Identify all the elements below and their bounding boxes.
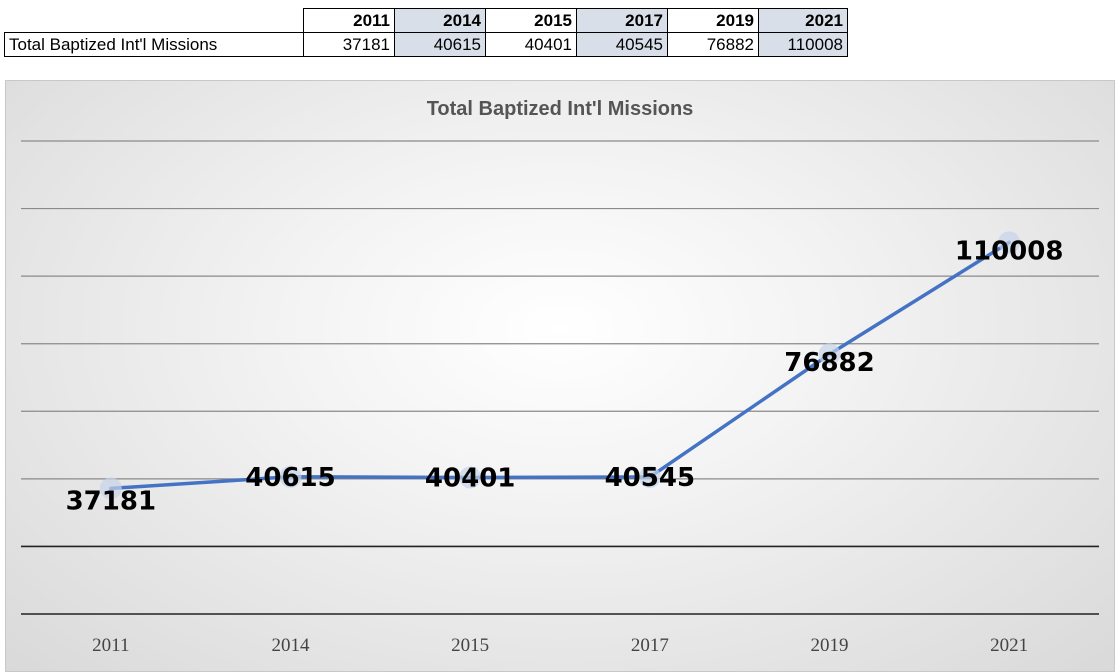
x-tick-label: 2017 [631, 635, 669, 656]
year-header-2014: 2014 [394, 8, 486, 33]
data-point [638, 466, 661, 489]
chart-area: Total Baptized Int'l Missions 2011 2014 20… [5, 80, 1115, 672]
x-tick-label: 2015 [451, 635, 489, 656]
series-line-group [99, 231, 1021, 500]
year-header-2015: 2015 [485, 8, 577, 33]
data-point [459, 466, 482, 489]
x-tick-label: 2011 [92, 635, 129, 656]
table-value-2017: 40545 [576, 32, 668, 57]
table-value-2021: 110008 [758, 32, 848, 57]
series-line [109, 240, 1011, 491]
row-label: Total Baptized Int'l Missions [4, 32, 304, 57]
gridlines [21, 140, 1099, 615]
line-chart: 2011 2014 2015 2017 2019 2021 37181 40615 40401… [21, 140, 1099, 656]
data-label: 110008 [955, 236, 1064, 266]
x-tick-label: 2014 [272, 635, 311, 656]
data-point [998, 231, 1021, 254]
data-label: 40401 [425, 464, 515, 494]
data-label: 76882 [784, 348, 874, 378]
data-label: 37181 [66, 486, 156, 516]
year-header-2017: 2017 [576, 8, 668, 33]
year-header-2021: 2021 [758, 8, 848, 33]
table-value-2019: 76882 [667, 32, 759, 57]
data-label: 40545 [605, 463, 695, 493]
chart-title: Total Baptized Int'l Missions [426, 98, 694, 120]
table-corner-cell [4, 8, 304, 33]
x-axis-tick-labels: 2011 2014 2015 2017 2019 2021 [92, 635, 1028, 656]
x-tick-label: 2021 [990, 635, 1028, 656]
table-value-2015: 40401 [485, 32, 577, 57]
table-header-row: 2011 2014 2015 2017 2019 2021 [4, 8, 848, 33]
data-point [818, 343, 841, 366]
data-table: 2011 2014 2015 2017 2019 2021 Total Bapt… [4, 8, 848, 57]
x-tick-label: 2019 [811, 635, 849, 656]
year-header-2019: 2019 [667, 8, 759, 33]
table-value-2011: 37181 [303, 32, 395, 57]
data-point [99, 477, 122, 500]
data-point [279, 465, 302, 488]
data-label: 40615 [245, 463, 335, 493]
year-header-2011: 2011 [303, 8, 395, 33]
data-labels: 37181 40615 40401 40545 76882 110008 [66, 236, 1064, 516]
table-row: Total Baptized Int'l Missions 37181 4061… [4, 32, 848, 57]
table-value-2014: 40615 [394, 32, 486, 57]
